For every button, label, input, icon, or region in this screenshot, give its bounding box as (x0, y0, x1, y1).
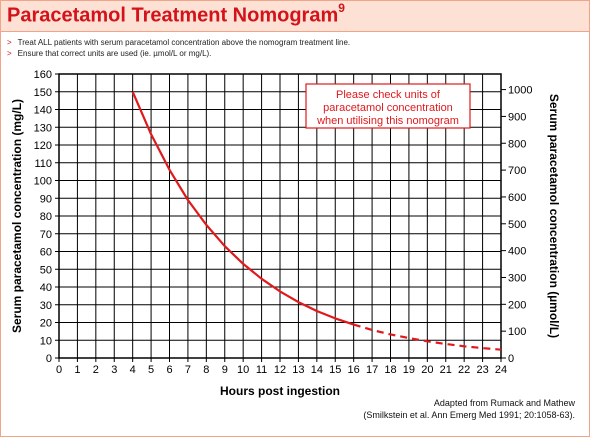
x-tick-label: 4 (130, 364, 136, 376)
x-tick-label: 21 (440, 364, 452, 376)
source-line: Adapted from Rumack and Mathew (433, 398, 575, 408)
y-tick-label: 20 (40, 318, 52, 330)
source-line: (Smilkstein et al. Ann Emerg Med 1991; 2… (363, 410, 575, 420)
y-tick-label: 90 (40, 193, 52, 205)
x-tick-label: 11 (256, 364, 267, 376)
y2-tick-label: 500 (508, 219, 526, 231)
y-tick-label: 150 (34, 87, 52, 99)
y-tick-label: 140 (34, 105, 52, 117)
y-tick-label: 130 (34, 122, 52, 134)
x-tick-label: 18 (384, 364, 396, 376)
title-bar: Paracetamol Treatment Nomogram9 (1, 1, 589, 32)
x-tick-label: 10 (237, 364, 249, 376)
y2-tick-label: 400 (508, 246, 526, 258)
note-bullet-icon: > (7, 49, 12, 58)
source-citation: Adapted from Rumack and Mathew (Smilkste… (363, 397, 575, 421)
y-tick-label: 40 (40, 282, 52, 294)
y-tick-label: 100 (34, 176, 52, 188)
x-tick-label: 0 (56, 364, 62, 376)
note-item: > Treat ALL patients with serum paracetam… (7, 37, 350, 48)
page-title: Paracetamol Treatment Nomogram9 (7, 1, 345, 28)
y2-tick-label: 900 (508, 111, 526, 123)
y2-axis-label: Serum paracetamol concentration (µmol/L) (547, 94, 561, 338)
y-tick-label: 50 (40, 264, 52, 276)
y2-tick-label: 600 (508, 192, 526, 204)
treatment-line-solid (131, 91, 355, 326)
x-axis-label: Hours post ingestion (220, 384, 340, 398)
note-text: Ensure that correct units are used (ie. … (17, 49, 212, 58)
x-tick-label: 1 (74, 364, 80, 376)
x-tick-label: 12 (274, 364, 286, 376)
x-tick-label: 2 (93, 364, 99, 376)
note-text: Treat ALL patients with serum paracetamo… (17, 38, 351, 47)
x-tick-label: 8 (203, 364, 209, 376)
treatment-line-dashed (353, 323, 502, 351)
x-tick-label: 13 (292, 364, 304, 376)
y-tick-label: 80 (40, 211, 52, 223)
note-item: > Ensure that correct units are used (ie.… (7, 48, 350, 59)
x-tick-label: 22 (458, 364, 470, 376)
y-tick-label: 160 (34, 69, 52, 81)
x-tick-label: 7 (185, 364, 191, 376)
y2-tick-label: 0 (508, 353, 514, 365)
x-tick-label: 6 (166, 364, 172, 376)
x-tick-label: 15 (329, 364, 341, 376)
y2-tick-label: 700 (508, 165, 526, 177)
x-tick-label: 23 (476, 364, 488, 376)
x-tick-label: 20 (421, 364, 433, 376)
y2-tick-label: 1000 (508, 85, 532, 97)
y-tick-label: 120 (34, 140, 52, 152)
x-tick-label: 24 (495, 364, 507, 376)
title-text: Paracetamol Treatment Nomogram (7, 4, 339, 27)
y-tick-label: 0 (46, 353, 52, 365)
x-tick-label: 17 (366, 364, 378, 376)
units-warning-box (305, 83, 471, 129)
y-tick-label: 30 (40, 300, 52, 312)
y-tick-label: 10 (40, 335, 52, 347)
y-axis-label: Serum paracetamol concentration (mg/L) (10, 99, 24, 333)
x-tick-label: 14 (311, 364, 323, 376)
y-tick-label: 70 (40, 229, 52, 241)
units-warning-text: when utilising this nomogram (316, 115, 459, 127)
x-tick-label: 5 (148, 364, 154, 376)
x-tick-label: 19 (403, 364, 415, 376)
y-tick-label: 60 (40, 247, 52, 259)
y2-tick-label: 300 (508, 272, 526, 284)
note-bullet-icon: > (7, 38, 12, 47)
units-warning-text: Please check units of (336, 89, 441, 101)
y2-tick-label: 100 (508, 326, 526, 338)
title-reference-number: 9 (338, 1, 345, 15)
y2-tick-label: 200 (508, 299, 526, 311)
x-tick-label: 3 (111, 364, 117, 376)
y-tick-label: 110 (34, 158, 52, 170)
instruction-notes: > Treat ALL patients with serum paracetam… (7, 37, 350, 59)
x-tick-label: 9 (222, 364, 228, 376)
y2-tick-label: 800 (508, 138, 526, 150)
units-warning-text: paracetamol concentration (323, 102, 453, 114)
x-tick-label: 16 (348, 364, 360, 376)
